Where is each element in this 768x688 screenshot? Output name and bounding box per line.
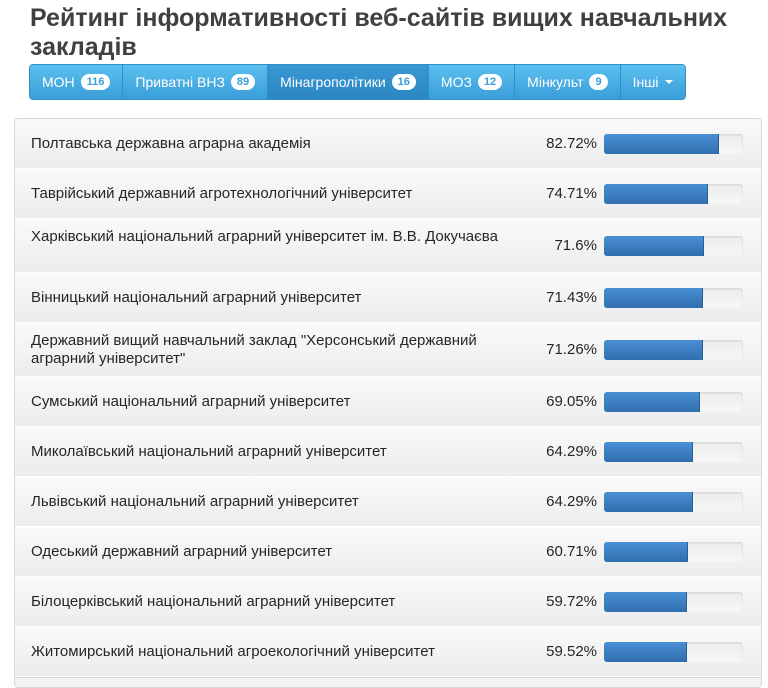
university-name: Одеський державний аграрний університет <box>31 543 333 560</box>
tab-label: Мінкульт <box>527 74 584 90</box>
rating-bar <box>604 236 743 256</box>
count-badge: 12 <box>477 74 503 90</box>
rating-percent: 69.05% <box>546 393 597 410</box>
ranking-row[interactable]: Одеський державний аграрний університет 6… <box>15 527 761 577</box>
count-badge: 9 <box>589 74 608 90</box>
rating-bar-fill <box>604 542 689 562</box>
ranking-row[interactable]: Державний вищий навчальний заклад "Херсо… <box>15 323 761 377</box>
university-name: Полтавська державна аграрна академія <box>31 135 311 152</box>
tab-other[interactable]: Інші <box>620 65 685 99</box>
tab-label: МОН <box>42 74 75 90</box>
count-badge: 89 <box>230 74 256 90</box>
ranking-row[interactable]: Житомирський національний агроекологічни… <box>15 627 761 677</box>
category-tabs: МОН 116 Приватні ВНЗ 89 Мінагрополітики 16 МОЗ… <box>29 64 686 100</box>
rating-bar-fill <box>604 134 719 154</box>
rating-percent: 71.43% <box>546 289 597 306</box>
rating-percent: 59.52% <box>546 643 597 660</box>
ranking-row[interactable]: Харківський національний аграрний універ… <box>15 219 761 273</box>
rating-bar <box>604 340 743 360</box>
ranking-row[interactable]: Полтавська державна аграрна академія 82.7… <box>15 119 761 169</box>
tab-moz[interactable]: МОЗ 12 <box>428 65 516 99</box>
university-name: Державний вищий навчальний заклад "Херсо… <box>31 332 477 367</box>
rating-bar <box>604 134 743 154</box>
rating-bar <box>604 592 743 612</box>
university-name: Вінницький національний аграрний універс… <box>31 289 362 306</box>
ranking-row[interactable]: Миколаївський національний аграрний унів… <box>15 427 761 477</box>
rating-bar-fill <box>604 288 704 308</box>
ranking-list: Полтавська державна аграрна академія 82.7… <box>14 118 762 688</box>
rating-bar <box>604 492 743 512</box>
rating-bar-fill <box>604 236 704 256</box>
tab-private[interactable]: Приватні ВНЗ 89 <box>123 65 269 99</box>
tab-label: Інші <box>632 74 659 90</box>
rating-bar <box>604 442 743 462</box>
university-name: Львівський національний аграрний універс… <box>31 493 359 510</box>
university-name: Таврійський державний агротехнологічний … <box>31 185 413 202</box>
rating-bar-fill <box>604 492 694 512</box>
count-badge: 16 <box>391 74 416 90</box>
rating-bar-fill <box>604 442 694 462</box>
rating-bar <box>604 642 743 662</box>
page-title: Рейтинг інформативності веб-сайтів вищих… <box>30 4 728 61</box>
ranking-row[interactable]: Львівський національний аграрний універс… <box>15 477 761 527</box>
rating-percent: 60.71% <box>546 543 597 560</box>
rating-bar <box>604 392 743 412</box>
rating-percent: 59.72% <box>546 593 597 610</box>
rating-percent: 71.26% <box>546 341 597 358</box>
rating-percent: 64.29% <box>546 493 597 510</box>
rating-percent: 64.29% <box>546 443 597 460</box>
ranking-row[interactable]: Сумський національний аграрний університ… <box>15 377 761 427</box>
university-name: Сумський національний аграрний університ… <box>31 393 351 410</box>
rating-bar-fill <box>604 340 704 360</box>
rating-bar-fill <box>604 392 700 412</box>
ranking-row[interactable]: Вінницький національний аграрний універс… <box>15 273 761 323</box>
tab-label: Приватні ВНЗ <box>135 74 225 90</box>
ranking-row[interactable]: Білоцерківський національний аграрний ун… <box>15 577 761 627</box>
university-name: Миколаївський національний аграрний унів… <box>31 443 387 460</box>
tab-minkult[interactable]: Мінкульт 9 <box>515 65 621 99</box>
rating-percent: 82.72% <box>546 135 597 152</box>
caret-down-icon <box>664 80 673 84</box>
rating-bar-fill <box>604 642 687 662</box>
tab-label: Мінагрополітики <box>280 74 386 90</box>
university-name: Харківський національний аграрний універ… <box>31 228 498 245</box>
rating-percent: 74.71% <box>546 185 597 202</box>
rating-bar <box>604 288 743 308</box>
rating-bar-fill <box>604 184 708 204</box>
ranking-row[interactable]: Таврійський державний агротехнологічний … <box>15 169 761 219</box>
rating-percent: 71.6% <box>554 237 597 254</box>
rating-bar <box>604 184 743 204</box>
rating-bar <box>604 542 743 562</box>
count-badge: 116 <box>80 74 111 90</box>
rating-bar-fill <box>604 592 687 612</box>
tab-mon[interactable]: МОН 116 <box>30 65 124 99</box>
tab-label: МОЗ <box>440 74 472 90</box>
university-name: Житомирський національний агроекологічни… <box>31 643 435 660</box>
tab-minagro[interactable]: Мінагрополітики 16 <box>268 65 429 99</box>
university-name: Білоцерківський національний аграрний ун… <box>31 593 396 610</box>
